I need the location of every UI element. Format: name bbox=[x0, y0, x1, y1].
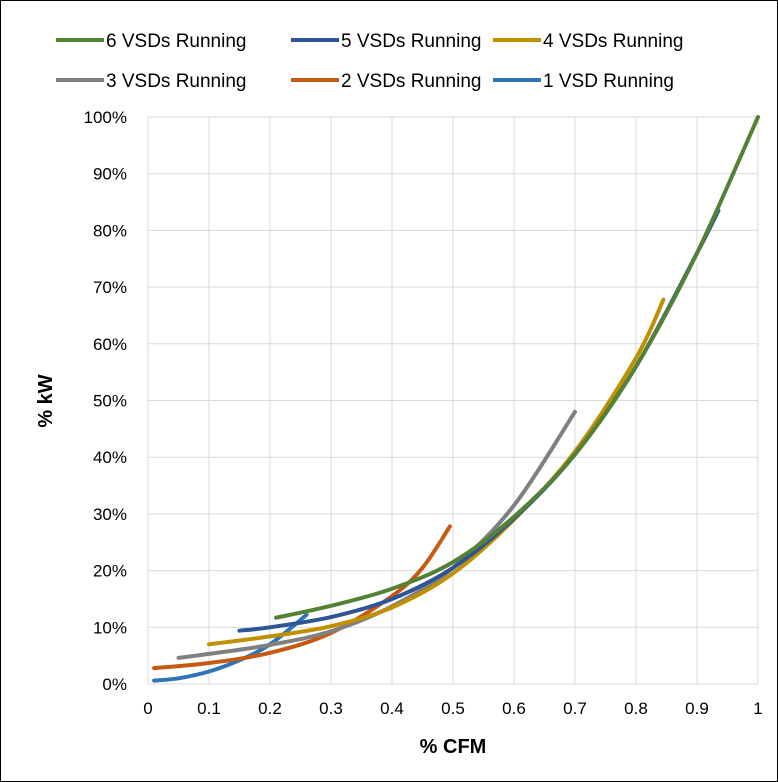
y-tick-label: 50% bbox=[93, 392, 127, 411]
legend-label: 3 VSDs Running bbox=[106, 71, 246, 92]
legend: 6 VSDs Running 5 VSDs Running 4 VSDs Runni… bbox=[56, 31, 683, 92]
series-line-1-vsd-running bbox=[152, 612, 309, 683]
x-tick-label: 0.6 bbox=[502, 699, 526, 718]
x-tick-label: 0.9 bbox=[685, 699, 709, 718]
x-tick-label: 0 bbox=[143, 699, 152, 718]
series-line-3-vsds-running bbox=[176, 409, 577, 660]
legend-item-5-vsds-running: 5 VSDs Running bbox=[291, 31, 481, 52]
legend-item-1-vsd-running: 1 VSD Running bbox=[493, 71, 674, 92]
x-tick-label: 0.3 bbox=[319, 699, 343, 718]
legend-label: 2 VSDs Running bbox=[341, 71, 481, 92]
y-tick-label: 100% bbox=[84, 108, 127, 127]
x-tick-label: 1 bbox=[753, 699, 762, 718]
series-line-5-vsds-running bbox=[237, 208, 721, 633]
legend-label: 1 VSD Running bbox=[543, 71, 674, 92]
y-tick-label: 90% bbox=[93, 165, 127, 184]
y-tick-label: 0% bbox=[102, 675, 127, 694]
tick-labels: 0 0.1 0.2 0.3 0.4 0.5 0.6 0.7 0.8 0.9 10%10%20%30%… bbox=[84, 108, 763, 718]
legend-item-6-vsds-running: 6 VSDs Running bbox=[56, 31, 246, 52]
y-axis-title: % kW bbox=[35, 374, 57, 427]
x-tick-label: 0.8 bbox=[624, 699, 648, 718]
series-line-4-vsds-running bbox=[207, 297, 666, 647]
y-tick-label: 60% bbox=[93, 335, 127, 354]
legend-item-2-vsds-running: 2 VSDs Running bbox=[291, 71, 481, 92]
x-tick-label: 0.5 bbox=[441, 699, 465, 718]
series-line-6-vsds-running bbox=[274, 115, 760, 620]
x-tick-label: 0.4 bbox=[380, 699, 404, 718]
grid-lines bbox=[147, 116, 759, 685]
legend-label: 4 VSDs Running bbox=[543, 31, 683, 52]
y-tick-label: 70% bbox=[93, 278, 127, 297]
series-lines bbox=[152, 115, 760, 683]
x-tick-label: 0.1 bbox=[197, 699, 221, 718]
y-tick-label: 10% bbox=[93, 618, 127, 637]
y-tick-label: 40% bbox=[93, 448, 127, 467]
legend-label: 5 VSDs Running bbox=[341, 31, 481, 52]
y-tick-label: 80% bbox=[93, 221, 127, 240]
legend-item-3-vsds-running: 3 VSDs Running bbox=[56, 71, 246, 92]
x-axis-title: % CFM bbox=[420, 736, 487, 758]
x-tick-label: 0.2 bbox=[258, 699, 282, 718]
y-tick-label: 30% bbox=[93, 505, 127, 524]
legend-label: 6 VSDs Running bbox=[106, 31, 246, 52]
x-tick-label: 0.7 bbox=[563, 699, 587, 718]
legend-item-4-vsds-running: 4 VSDs Running bbox=[493, 31, 683, 52]
y-tick-label: 20% bbox=[93, 562, 127, 581]
